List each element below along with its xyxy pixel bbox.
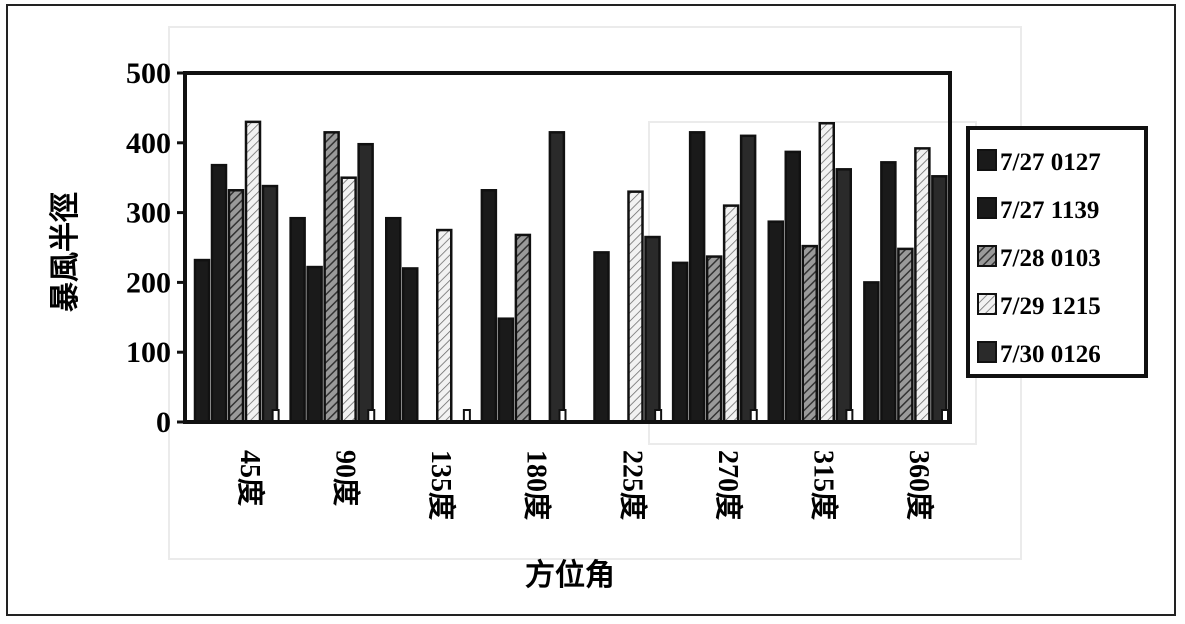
y-tick-label: 100 (126, 336, 171, 369)
bar (644, 235, 661, 424)
y-axis: 0 100 200 300 400 500 (126, 57, 185, 439)
legend-box (966, 126, 1148, 378)
legend-swatch (977, 149, 997, 171)
legend-swatch (977, 293, 997, 315)
bar (480, 189, 498, 424)
legend: 7/27 0127 7/27 1139 7/28 0103 7/29 1215 7/30… (966, 126, 1148, 378)
bar (722, 204, 740, 424)
bar (767, 220, 784, 424)
bar (688, 131, 706, 424)
x-tick-label: 180度 (521, 450, 553, 520)
legend-swatch (977, 197, 997, 219)
bar (593, 251, 610, 424)
x-tick-label: 135度 (425, 450, 457, 520)
legend-label: 7/30 0126 (1000, 341, 1101, 368)
bar (863, 281, 880, 424)
y-axis-label: 暴風半徑 (48, 192, 82, 312)
bar (436, 228, 453, 424)
bar (897, 247, 914, 424)
bar (835, 168, 852, 424)
y-tick-label: 0 (156, 406, 171, 439)
y-tick-label: 400 (126, 127, 171, 160)
legend-label: 7/28 0103 (1000, 245, 1101, 272)
bar (289, 216, 306, 424)
legend-swatch (977, 245, 997, 267)
bar (548, 131, 566, 424)
x-axis: 45度 90度 135度 180度 225度 270度 315度 360度 (234, 450, 935, 520)
legend-label: 7/29 1215 (1000, 293, 1101, 320)
x-tick-label: 90度 (329, 450, 361, 506)
bar (914, 147, 931, 424)
bar (931, 175, 948, 424)
x-tick-label: 360度 (903, 450, 935, 520)
x-tick-label: 225度 (616, 450, 648, 520)
x-tick-label: 315度 (808, 450, 840, 520)
legend-label: 7/27 1139 (1000, 197, 1099, 224)
bar (627, 190, 644, 424)
bar (340, 176, 357, 424)
bar (306, 265, 323, 424)
plot-area (183, 71, 952, 424)
bar (210, 163, 228, 424)
bar (261, 184, 279, 424)
bar (402, 267, 419, 424)
bar (801, 244, 818, 424)
bar (880, 161, 897, 424)
bar (193, 258, 211, 424)
bar (705, 255, 723, 424)
bar (497, 317, 515, 424)
bar (514, 233, 532, 424)
bar (818, 122, 835, 424)
bar (227, 189, 245, 424)
x-axis-label: 方位角 (525, 558, 615, 592)
x-tick-label: 270度 (712, 450, 744, 520)
y-tick-label: 500 (126, 57, 171, 90)
bar (385, 216, 402, 424)
y-tick-label: 300 (126, 197, 171, 230)
bar (671, 261, 689, 424)
bar (244, 120, 262, 424)
bar (323, 131, 340, 424)
bar (739, 134, 757, 424)
legend-label: 7/27 0127 (1000, 149, 1101, 176)
bar (357, 142, 374, 424)
bar (784, 150, 801, 424)
y-tick-label: 200 (126, 266, 171, 299)
legend-swatch (977, 341, 997, 363)
x-tick-label: 45度 (234, 450, 266, 506)
plot-border (183, 71, 952, 424)
